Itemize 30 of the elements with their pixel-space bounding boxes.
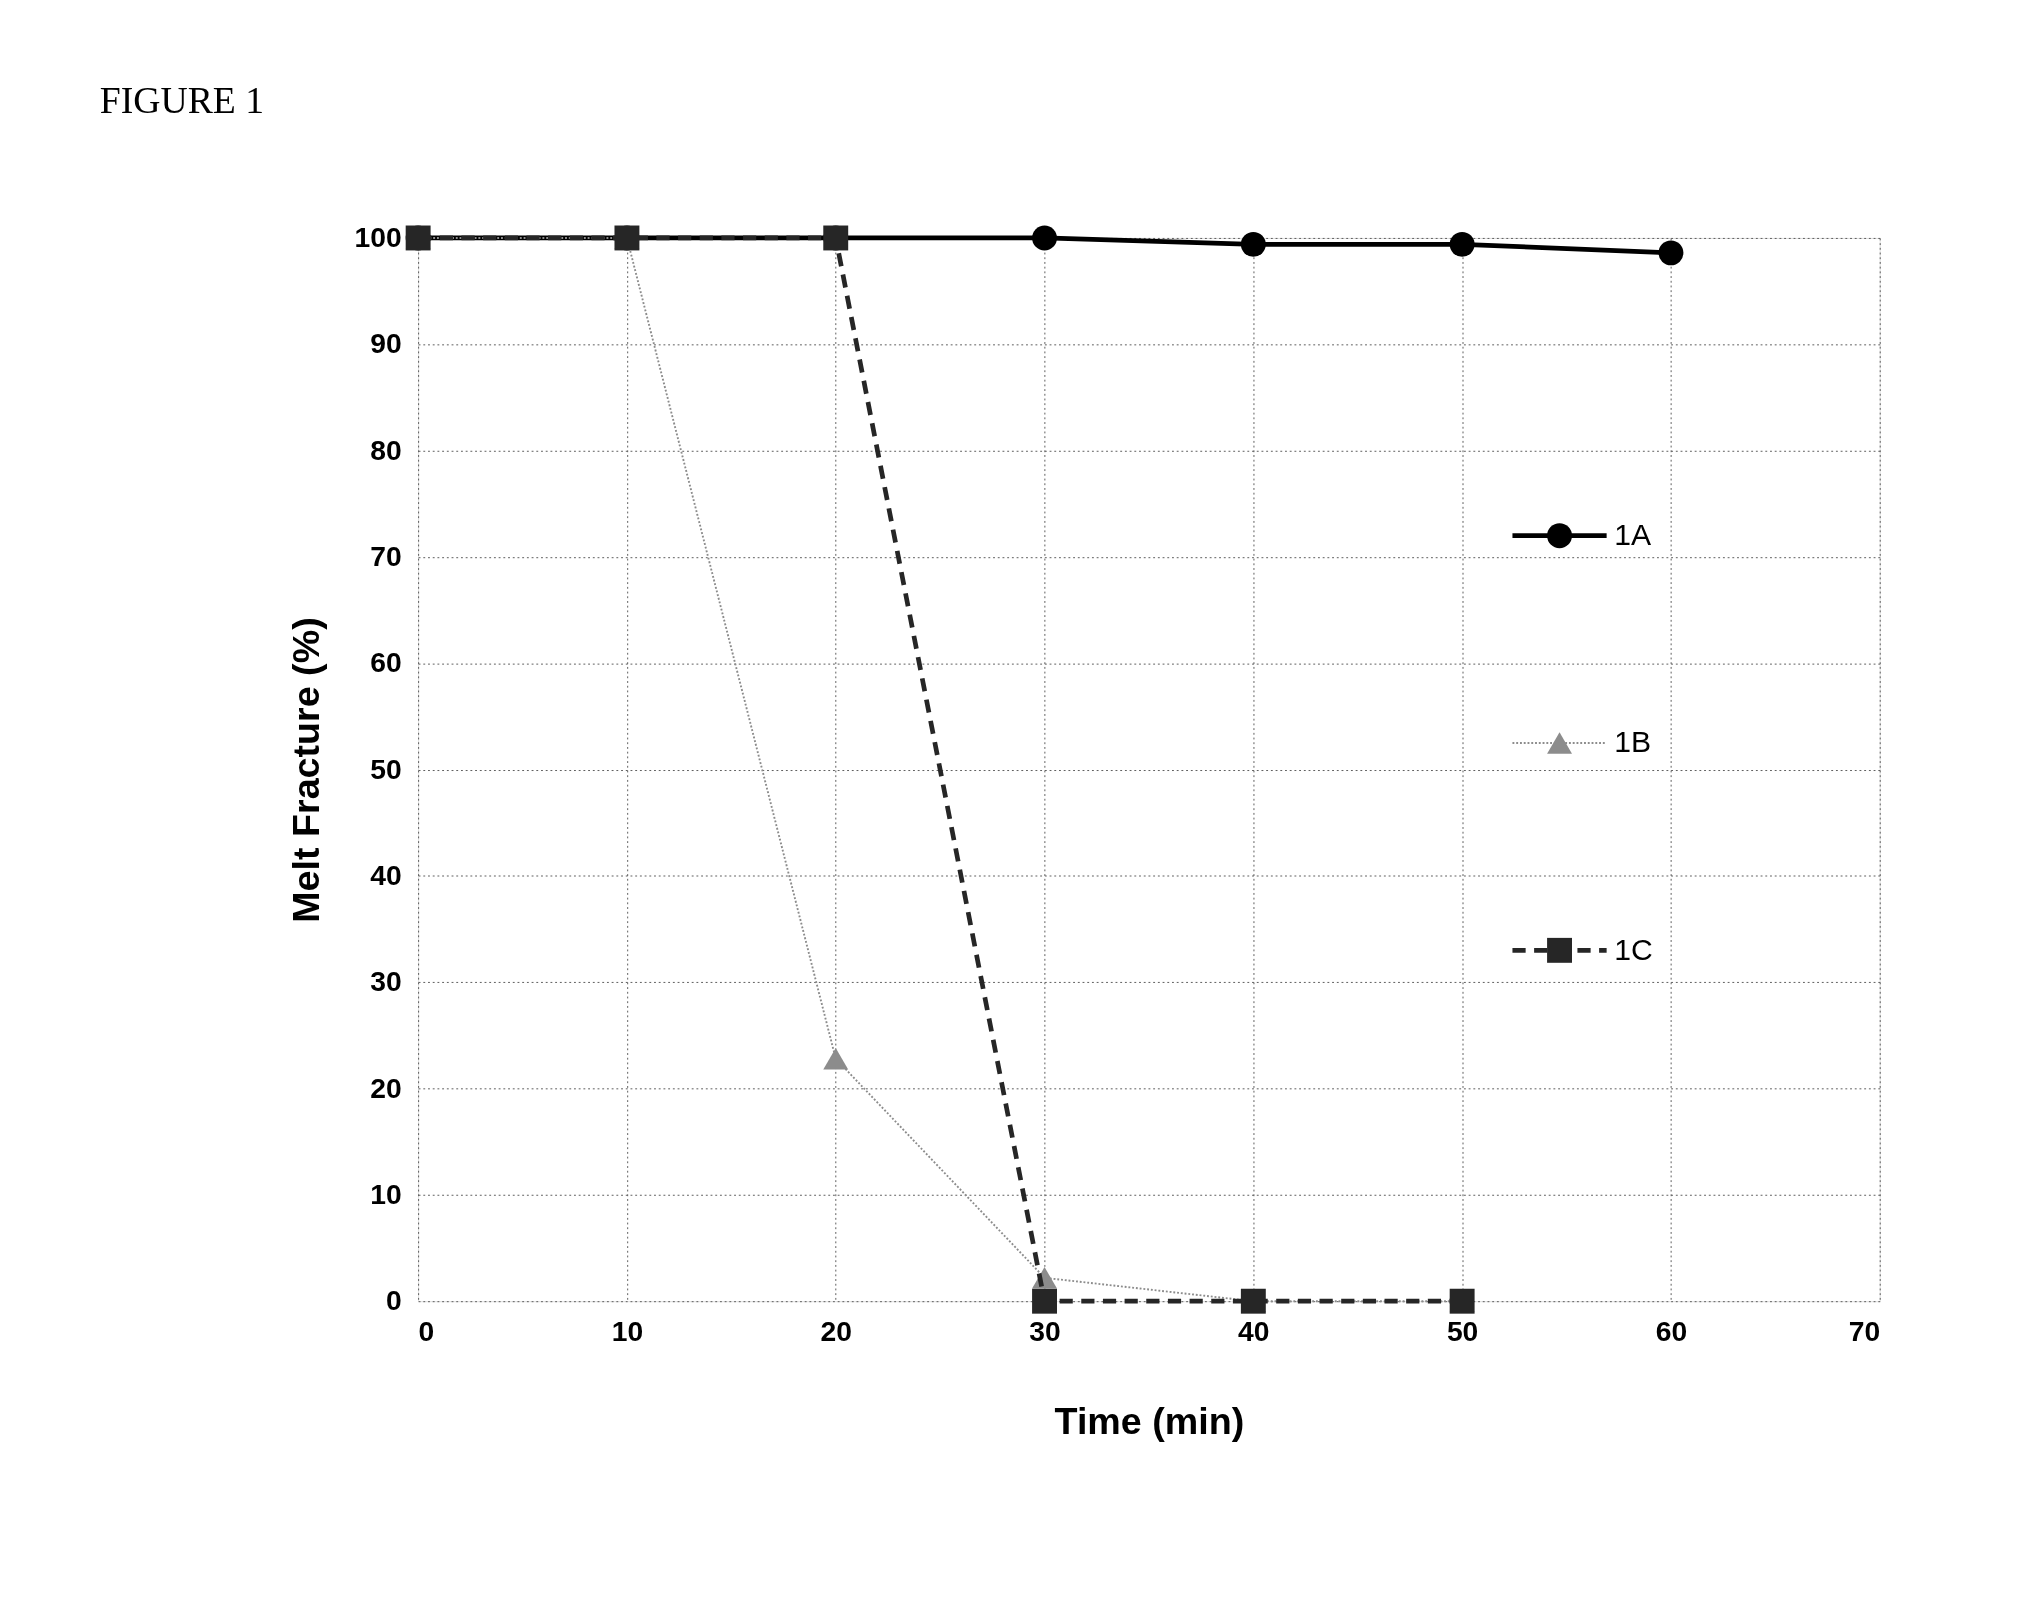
y-tick-label: 50 — [370, 752, 402, 785]
point — [1240, 231, 1266, 257]
x-tick-label: 20 — [820, 1315, 852, 1348]
legend-label: 1B — [1614, 725, 1652, 759]
y-tick-label: 100 — [354, 220, 402, 253]
x-axis-title: Time (min) — [1054, 1399, 1245, 1442]
x-tick-label: 50 — [1446, 1315, 1479, 1348]
x-tick-label: 40 — [1238, 1315, 1270, 1348]
y-tick-label: 80 — [370, 433, 402, 466]
x-tick-label: 10 — [611, 1315, 644, 1348]
point — [1032, 1288, 1057, 1314]
legend-label: 1A — [1614, 518, 1652, 552]
y-tick-label: 60 — [370, 646, 402, 679]
x-tick-label: 70 — [1848, 1315, 1881, 1348]
y-axis-title: Melt Fracture (%) — [284, 617, 327, 923]
point — [1032, 225, 1057, 251]
y-tick-label: 70 — [370, 539, 402, 572]
point — [1449, 231, 1475, 257]
legend-label: 1C — [1614, 932, 1653, 966]
chart-title: FIGURE 1 — [99, 78, 265, 121]
point — [1658, 240, 1684, 266]
y-tick-label: 0 — [385, 1284, 402, 1317]
y-tick-label: 30 — [370, 965, 402, 998]
x-tick-label: 60 — [1655, 1315, 1688, 1348]
x-tick-label: 30 — [1029, 1315, 1061, 1348]
y-tick-label: 10 — [370, 1177, 402, 1210]
y-tick-label: 40 — [370, 858, 402, 891]
x-tick-label: 0 — [418, 1315, 435, 1348]
y-tick-label: 90 — [370, 327, 402, 360]
y-tick-label: 20 — [370, 1071, 402, 1104]
